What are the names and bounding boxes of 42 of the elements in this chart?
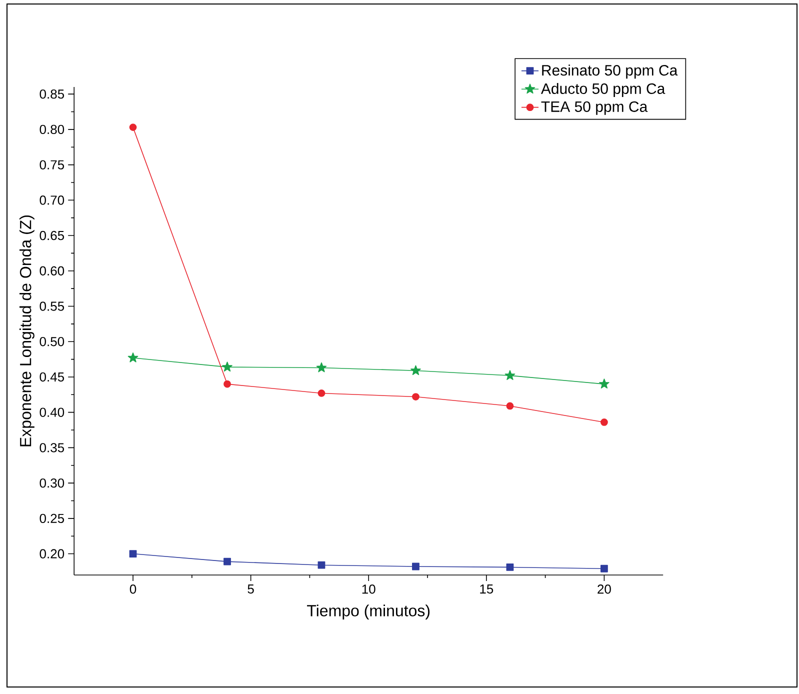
legend-label: Resinato 50 ppm Ca [542, 64, 678, 79]
y-tick-label: 0.80 [40, 124, 64, 134]
x-tick-label: 10 [362, 584, 376, 594]
legend-label: Aducto 50 ppm Ca [540, 82, 666, 97]
point [318, 390, 326, 397]
point [504, 370, 516, 380]
y-tick-label: 0.50 [40, 337, 64, 346]
y-tick-label: 0.25 [40, 514, 64, 524]
y-tick-label: 0.55 [40, 302, 64, 311]
point [224, 558, 231, 566]
point [412, 393, 420, 400]
point [316, 362, 327, 372]
y-tick-label: 0.85 [40, 89, 64, 99]
y-tick-label: 0.75 [40, 160, 64, 170]
point [129, 124, 137, 132]
x-tick-label: 20 [598, 584, 611, 594]
point [599, 378, 610, 388]
y-tick-label: 0.60 [40, 266, 64, 276]
point [412, 562, 420, 570]
point [600, 418, 608, 426]
y-tick-label: 0.40 [40, 408, 64, 417]
y-tick-label: 0.45 [40, 372, 64, 382]
point [318, 561, 326, 569]
point [129, 550, 137, 558]
point [222, 362, 232, 372]
x-axis-title: Tiempo (minutos) [307, 604, 430, 620]
point [410, 365, 421, 376]
point [506, 402, 514, 410]
y-tick-label: 0.70 [40, 196, 64, 205]
y-tick-label: 0.65 [40, 230, 64, 240]
y-tick-label: 0.35 [40, 443, 64, 452]
point [600, 564, 608, 572]
legend-label: TEA 50 ppm Ca [541, 101, 648, 115]
y-tick-label: 0.30 [40, 478, 64, 488]
point [128, 352, 138, 362]
x-tick-label: 0 [130, 584, 136, 594]
point [506, 564, 514, 571]
y-axis-title: Exponente Longitud de Onda (Z) [19, 216, 34, 446]
x-tick-label: 15 [480, 584, 494, 594]
point [224, 380, 231, 388]
x-tick-label: 5 [248, 584, 254, 594]
y-tick-label: 0.20 [40, 549, 64, 558]
